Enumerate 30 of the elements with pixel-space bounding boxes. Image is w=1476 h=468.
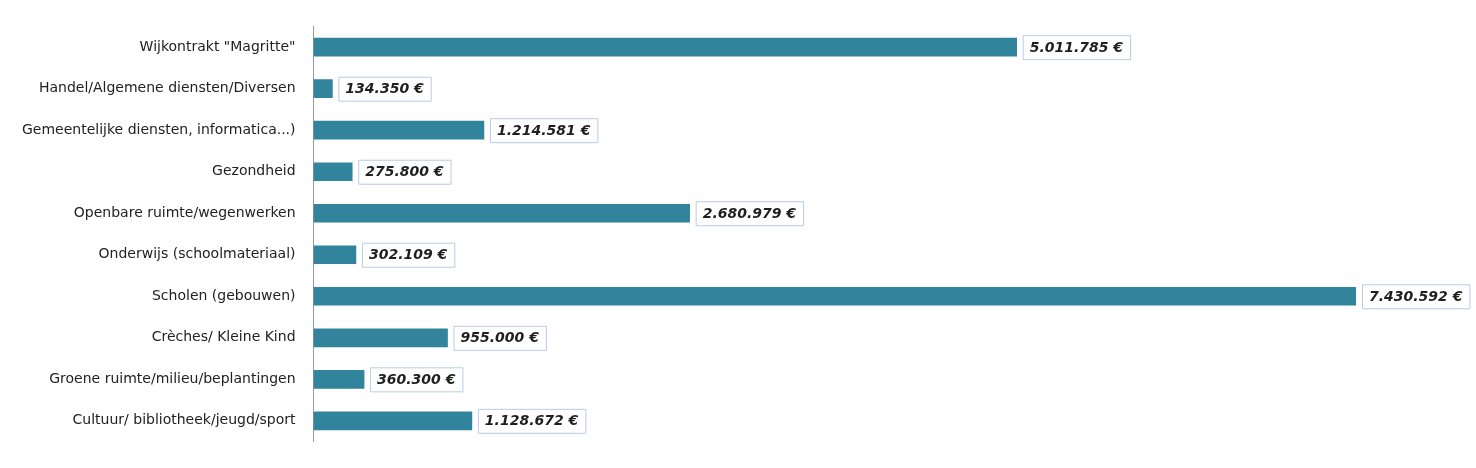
- y-tick-label: Gezondheid: [212, 162, 296, 179]
- data-label: 1.128.672 €: [484, 412, 579, 429]
- y-tick-label: Scholen (gebouwen): [151, 286, 296, 303]
- bar: [313, 369, 365, 389]
- bar: [313, 120, 485, 140]
- bar: [313, 328, 448, 348]
- bar: [313, 37, 1017, 57]
- bar: [313, 79, 333, 99]
- data-label: 7.430.592 €: [1369, 287, 1463, 304]
- data-label: 955.000 €: [460, 329, 540, 346]
- y-tick-label: Groene ruimte/milieu/beplantingen: [49, 369, 296, 386]
- data-label: 302.109 €: [368, 246, 448, 263]
- data-label: 134.350 €: [345, 80, 425, 97]
- bar: [313, 162, 353, 182]
- data-label: 5.011.785 €: [1029, 38, 1124, 55]
- y-tick-label: Wijkontrakt "Magritte": [139, 37, 296, 54]
- data-label: 275.800 €: [365, 163, 444, 180]
- y-tick-label: Cultuur/ bibliotheek/jeugd/sport: [72, 411, 297, 428]
- data-label: 1.214.581 €: [496, 121, 591, 138]
- data-label: 2.680.979 €: [702, 204, 797, 221]
- data-label: 360.300 €: [377, 370, 456, 387]
- y-tick-label: Crèches/ Kleine Kind: [151, 328, 296, 345]
- bar: [313, 245, 357, 265]
- y-tick-label: Onderwijs (schoolmateriaal): [98, 245, 296, 262]
- bar: [313, 203, 690, 223]
- y-tick-label: Handel/Algemene diensten/Diversen: [38, 79, 296, 96]
- y-tick-label: Openbare ruimte/wegenwerken: [73, 203, 296, 220]
- bar: [313, 286, 1356, 306]
- bar: [313, 411, 473, 431]
- y-tick-label: Gemeentelijke diensten, informatica...): [22, 120, 296, 137]
